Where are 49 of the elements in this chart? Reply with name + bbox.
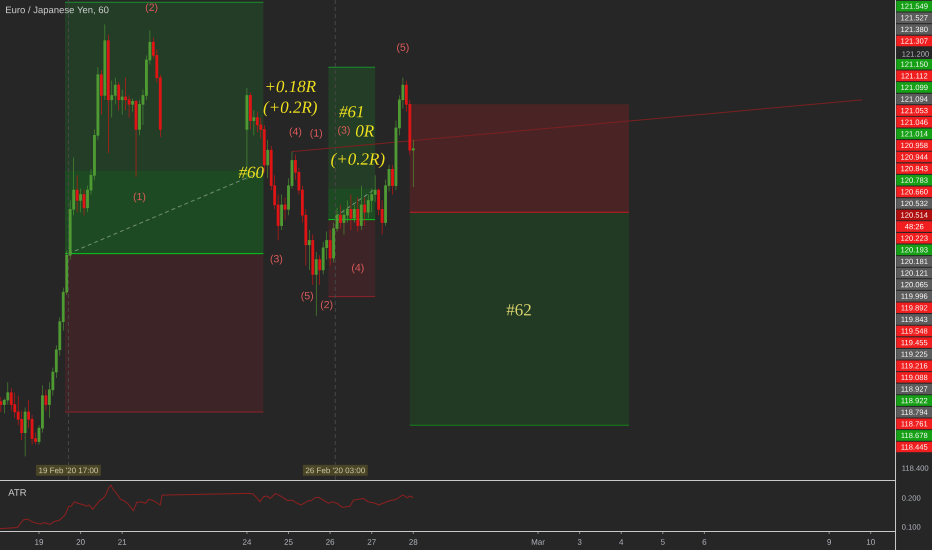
x-tick-label: 10 [866,539,875,545]
candlestick [134,100,138,178]
x-tick-label: 27 [368,539,376,545]
ref-line-label: 26 Feb '20 03:00 [306,467,365,474]
candlestick [391,164,394,195]
annotation: (+0.2R) [331,152,385,168]
annotation: (4) [352,264,364,274]
candlestick [131,98,134,112]
annotation: (1) [134,192,146,202]
candlestick [349,194,352,230]
annotation: #61 [339,106,363,118]
candlestick [82,190,86,216]
x-tick-label: 9 [827,539,832,545]
ref-line-label: 19 Feb '20 17:00 [39,467,98,474]
candlestick [76,174,79,213]
x-tick-label: 20 [76,539,85,545]
annotation: (3) [338,126,350,136]
candlestick [124,77,128,110]
candlestick [339,204,342,229]
x-tick-label: Mar [532,539,545,545]
candlestick [346,200,349,223]
x-tick-label: 21 [118,539,126,545]
annotation: #60 [238,166,264,178]
x-tick-label: 28 [409,539,418,545]
x-tick-label: 24 [242,539,252,545]
x-tick-label: 4 [619,539,624,545]
annotation: #62 [506,304,531,316]
candlestick [284,197,286,220]
candlestick [30,414,34,445]
x-tick-label: 26 [326,539,334,545]
annotation: (5) [301,292,313,302]
annotation: (2) [320,300,332,310]
annotation: (1) [310,128,322,139]
annotation: (+0.2R) [264,101,317,116]
x-tick-label: 19 [35,539,44,545]
annotation: 0R [356,125,374,137]
x-tick-label: 6 [702,539,706,545]
annotation: (4) [290,127,302,138]
x-tick-label: 25 [284,539,293,545]
line-series [0,484,414,530]
text: ATR [8,489,26,496]
text: Euro / Japanese Yen, 60 [6,6,109,16]
x-tick-label: 3 [578,539,582,545]
annotation: (3) [270,254,282,264]
x-tick-label: 5 [660,539,665,545]
candlestick [342,209,346,235]
annotation: (5) [397,43,409,53]
annotation: (2) [146,3,158,14]
annotation: +0.18R [266,80,316,92]
